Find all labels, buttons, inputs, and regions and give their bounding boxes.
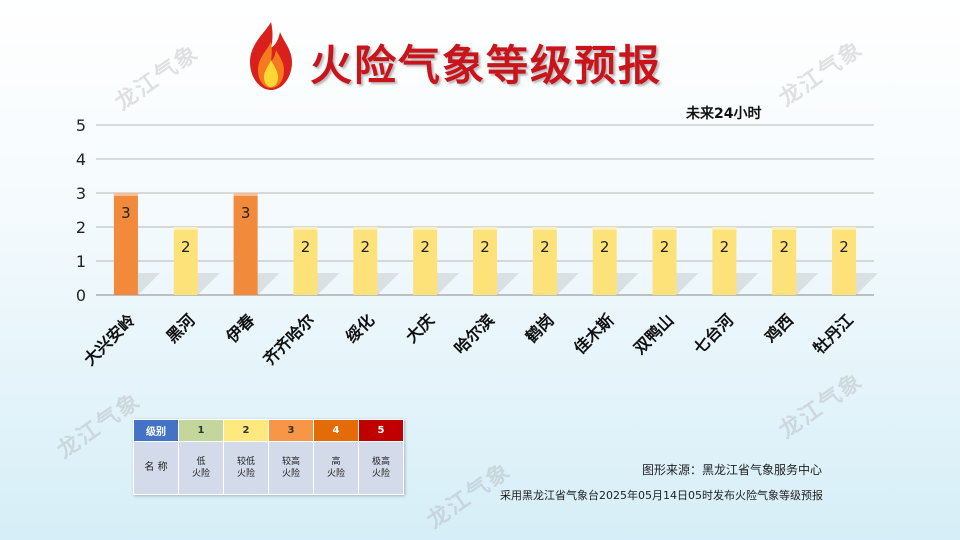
legend-level-2: 2 xyxy=(223,419,269,442)
legend-level-5: 5 xyxy=(358,419,404,442)
legend-level-1: 1 xyxy=(178,419,224,442)
legend-level-name-1: 低 火险 xyxy=(178,441,224,495)
y-tick-label: 1 xyxy=(76,252,86,271)
legend-header-label: 级别 xyxy=(133,419,179,442)
x-tick-label: 伊春 xyxy=(222,310,259,347)
legend-level-name-2: 较低 火险 xyxy=(223,441,269,495)
y-tick-label: 3 xyxy=(76,184,86,203)
data-label: 2 xyxy=(660,238,670,256)
bar xyxy=(413,227,438,295)
x-tick-label: 绥化 xyxy=(342,310,378,346)
forecast-period-label: 未来24小时 xyxy=(686,106,762,122)
y-tick-label: 5 xyxy=(76,116,86,135)
legend-level-name-3: 较高 火险 xyxy=(268,441,314,495)
data-label: 2 xyxy=(720,238,730,256)
bar xyxy=(712,227,737,295)
bar xyxy=(353,227,378,295)
x-tick-label: 黑河 xyxy=(163,310,199,346)
bar-highlight xyxy=(173,227,198,230)
bar xyxy=(173,227,198,295)
data-label: 2 xyxy=(301,238,311,256)
x-tick-label: 佳木斯 xyxy=(570,310,617,357)
data-label: 2 xyxy=(540,238,550,256)
bar xyxy=(473,227,497,295)
flame-icon xyxy=(250,22,292,90)
data-label: 2 xyxy=(361,238,371,256)
x-tick-label: 鹤岗 xyxy=(522,310,558,346)
x-tick-label: 哈尔滨 xyxy=(450,310,497,357)
source-text: 图形来源：黑龙江省气象服务中心 xyxy=(642,463,823,477)
bar xyxy=(233,193,258,295)
legend-level-name-5: 极高 火险 xyxy=(358,441,404,495)
bar xyxy=(652,227,677,295)
bar-highlight xyxy=(353,227,378,230)
bar-highlight xyxy=(712,227,737,230)
x-tick-label: 鸡西 xyxy=(760,310,797,347)
bar-highlight xyxy=(413,227,438,230)
bar-highlight xyxy=(832,227,857,230)
data-label: 2 xyxy=(480,238,490,256)
bar xyxy=(772,227,797,295)
x-tick-label: 七台河 xyxy=(690,310,737,357)
bar-highlight xyxy=(772,227,797,230)
bar-highlight xyxy=(473,227,497,230)
data-label: 2 xyxy=(600,238,610,256)
data-label: 3 xyxy=(241,204,251,222)
legend-level-name-4: 高 火险 xyxy=(313,441,359,495)
bar-highlight xyxy=(293,227,318,230)
bar xyxy=(113,193,138,295)
legend-name-label: 名 称 xyxy=(133,441,179,495)
x-tick-label: 牡丹江 xyxy=(810,310,857,357)
issue-note-text: 采用黑龙江省气象台2025年05月14日05时发布火险气象等级预报 xyxy=(500,489,823,502)
data-label: 2 xyxy=(779,238,789,256)
data-label: 2 xyxy=(181,238,191,256)
x-tick-label: 双鸭山 xyxy=(630,310,677,357)
x-tick-label: 大兴安岭 xyxy=(80,310,139,369)
bar xyxy=(592,227,617,295)
data-label: 2 xyxy=(420,238,430,256)
bar xyxy=(832,227,857,295)
data-label: 2 xyxy=(839,238,849,256)
bar-highlight xyxy=(592,227,617,230)
y-tick-label: 2 xyxy=(76,218,86,237)
bar-highlight xyxy=(532,227,557,230)
y-tick-label: 0 xyxy=(76,286,86,305)
bar xyxy=(532,227,557,295)
title-block: 火险气象等级预报 xyxy=(240,18,720,94)
bar xyxy=(293,227,318,295)
y-tick-label: 4 xyxy=(76,150,86,169)
bar-highlight xyxy=(233,193,258,196)
legend-level-3: 3 xyxy=(268,419,314,442)
bar-highlight xyxy=(652,227,677,230)
x-tick-label: 大庆 xyxy=(402,310,438,346)
bar-highlight xyxy=(113,193,138,196)
x-tick-label: 齐齐哈尔 xyxy=(260,310,319,369)
legend-level-4: 4 xyxy=(313,419,359,442)
data-label: 3 xyxy=(121,204,131,222)
page-title: 火险气象等级预报 xyxy=(310,41,663,90)
